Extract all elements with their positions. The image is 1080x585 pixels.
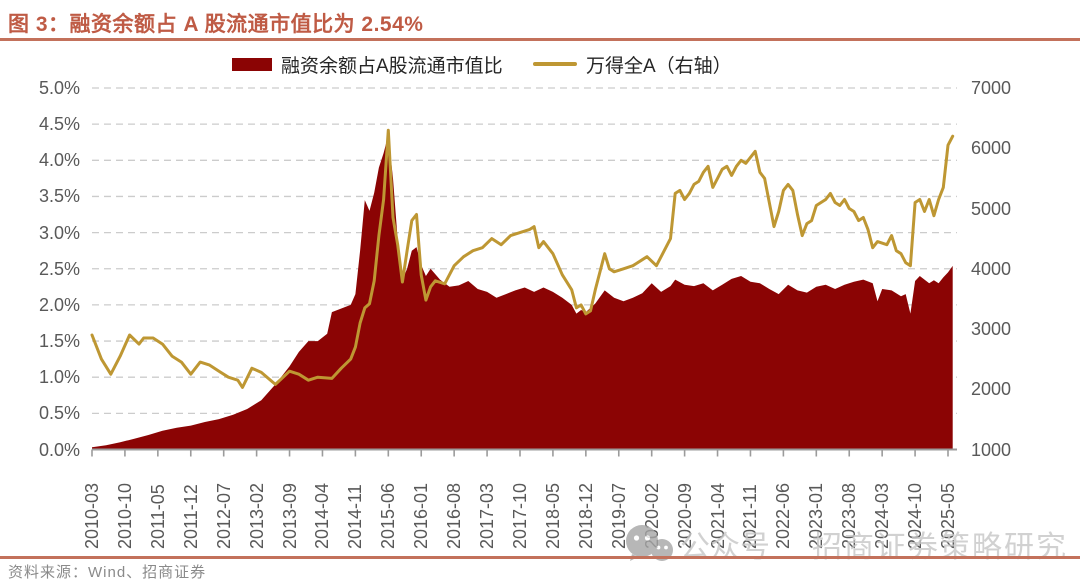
bottom-rule xyxy=(0,556,1080,559)
left-axis-label: 1.5% xyxy=(38,331,80,352)
right-axis-label: 2000 xyxy=(971,379,1012,400)
line-series-swatch xyxy=(533,62,577,66)
x-axis-label: 2011-12 xyxy=(180,484,201,549)
left-axis-label: 0.0% xyxy=(38,439,80,460)
left-axis-label: 2.5% xyxy=(38,258,80,279)
right-axis-label: 5000 xyxy=(971,198,1012,219)
x-axis-label: 2014-04 xyxy=(312,482,333,549)
x-axis-label: 2018-05 xyxy=(542,482,563,549)
watermark-text: 招商证券策略研究 xyxy=(812,531,1068,564)
x-axis-label: 2013-09 xyxy=(279,482,300,549)
page-title: 图 3：融资余额占 A 股流通市值比为 2.54% xyxy=(8,13,424,36)
left-axis-label: 2.0% xyxy=(38,294,80,315)
area-series-swatch xyxy=(232,57,272,71)
x-axis-label: 2015-06 xyxy=(378,482,399,549)
left-axis-label: 4.5% xyxy=(38,114,80,135)
x-axis-label: 2010-03 xyxy=(82,482,102,549)
watermark: 公众号 招商证券策略研究 xyxy=(622,524,1068,564)
x-axis-label: 2011-05 xyxy=(147,484,168,549)
left-axis-label: 3.5% xyxy=(38,186,80,207)
x-axis-label: 2012-07 xyxy=(213,482,234,549)
x-axis-label: 2017-03 xyxy=(477,482,498,549)
left-axis-label: 4.0% xyxy=(38,150,80,171)
x-axis-label: 2018-12 xyxy=(575,482,596,549)
x-axis-label: 2016-08 xyxy=(444,482,465,549)
line-series-wind-all-a xyxy=(90,128,955,389)
title-underline xyxy=(0,38,1080,41)
area-series-margin-ratio xyxy=(92,135,953,450)
right-axis-label: 3000 xyxy=(971,319,1012,339)
legend-area-label: 融资余额占A股流通市值比 xyxy=(281,55,503,77)
left-axis-label: 3.0% xyxy=(38,222,80,243)
left-axis-label: 1.0% xyxy=(38,367,80,388)
left-axis-label: 0.5% xyxy=(38,403,80,424)
legend-item-line: 万得全A（右轴） xyxy=(533,52,732,77)
x-axis-label: 2010-10 xyxy=(114,482,135,549)
watermark-badge: 公众号 xyxy=(680,531,770,564)
right-axis-label: 7000 xyxy=(971,78,1012,98)
right-axis-label: 1000 xyxy=(971,439,1012,460)
x-axis-label: 2017-10 xyxy=(510,482,530,549)
right-axis-label: 4000 xyxy=(971,258,1012,279)
legend-item-area: 融资余额占A股流通市值比 xyxy=(232,52,503,77)
source-note: 资料来源：Wind、招商证券 xyxy=(8,564,207,581)
x-axis-label: 2016-01 xyxy=(411,482,432,549)
right-axis-label: 6000 xyxy=(971,138,1012,159)
legend-line-label: 万得全A（右轴） xyxy=(586,55,732,77)
x-axis-label: 2014-11 xyxy=(345,484,366,549)
x-axis-label: 2013-02 xyxy=(246,482,267,549)
left-axis-label: 5.0% xyxy=(38,78,80,98)
